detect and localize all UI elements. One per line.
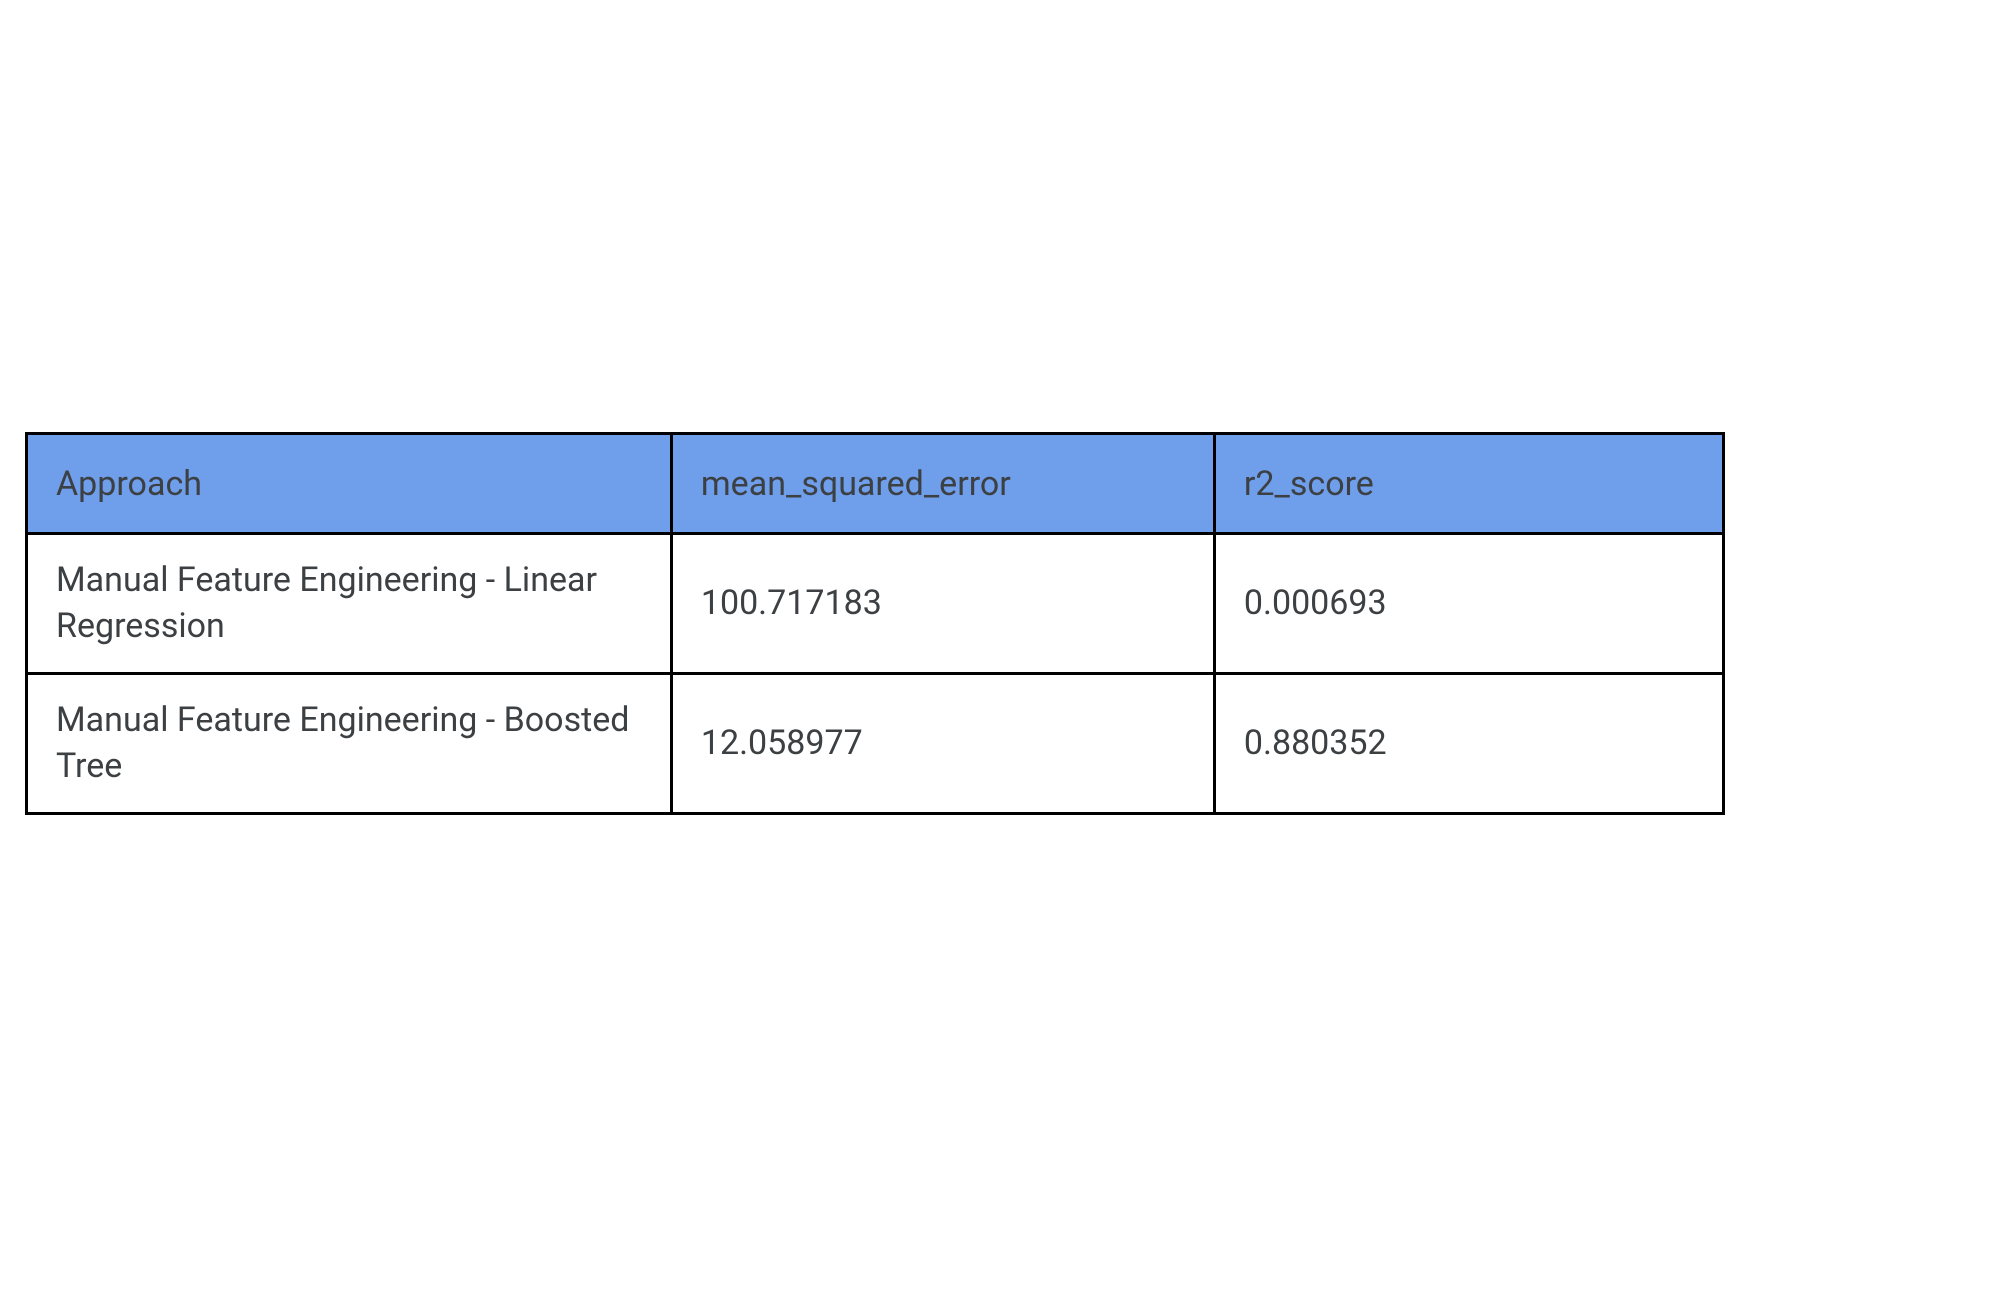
cell-mse: 12.058977 (671, 674, 1214, 814)
table-row: Manual Feature Engineering - Linear Regr… (27, 534, 1724, 674)
header-r2: r2_score (1214, 434, 1723, 534)
cell-r2: 0.000693 (1214, 534, 1723, 674)
results-table-container: Approach mean_squared_error r2_score Man… (25, 432, 1725, 815)
results-table: Approach mean_squared_error r2_score Man… (25, 432, 1725, 815)
cell-r2: 0.880352 (1214, 674, 1723, 814)
cell-approach: Manual Feature Engineering - Boosted Tre… (27, 674, 672, 814)
table-row: Manual Feature Engineering - Boosted Tre… (27, 674, 1724, 814)
header-approach: Approach (27, 434, 672, 534)
cell-mse: 100.717183 (671, 534, 1214, 674)
cell-approach: Manual Feature Engineering - Linear Regr… (27, 534, 672, 674)
table-header-row: Approach mean_squared_error r2_score (27, 434, 1724, 534)
header-mse: mean_squared_error (671, 434, 1214, 534)
